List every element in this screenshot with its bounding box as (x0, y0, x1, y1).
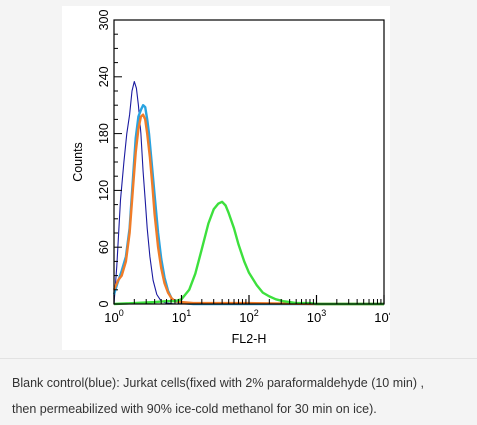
histogram-chart: 100 101 102 103 104 0 60 120 180 240 300 FL2-H Cou… (71, 10, 390, 346)
x-tick-label: 102 (239, 308, 258, 325)
x-tick-label: 103 (307, 308, 326, 325)
plot-frame (113, 19, 385, 305)
caption-line-1: Blank control(blue): Jurkat cells(fixed … (12, 376, 424, 390)
x-tick-label: 104 (374, 308, 390, 325)
y-tick-label: 240 (97, 66, 111, 87)
x-axis-label: FL2-H (232, 332, 267, 346)
y-tick-label: 60 (97, 240, 111, 254)
caption-line-2: then permeabilized with 90% ice-cold met… (12, 402, 377, 416)
y-tick-label: 120 (97, 180, 111, 201)
x-tick-label: 100 (104, 308, 123, 325)
x-tick-label: 101 (172, 308, 191, 325)
axis-layer: 100 101 102 103 104 0 60 120 180 240 300 (97, 10, 390, 325)
y-tick-label: 0 (97, 300, 111, 307)
y-tick-label: 180 (97, 123, 111, 144)
series-layer (112, 80, 384, 306)
y-axis-label: Counts (71, 142, 85, 182)
histogram-series-3 (112, 113, 384, 306)
figure-caption: Blank control(blue): Jurkat cells(fixed … (0, 358, 477, 425)
y-tick-label: 300 (97, 10, 111, 31)
chart-panel: 100 101 102 103 104 0 60 120 180 240 300 FL2-H Cou… (62, 6, 390, 350)
